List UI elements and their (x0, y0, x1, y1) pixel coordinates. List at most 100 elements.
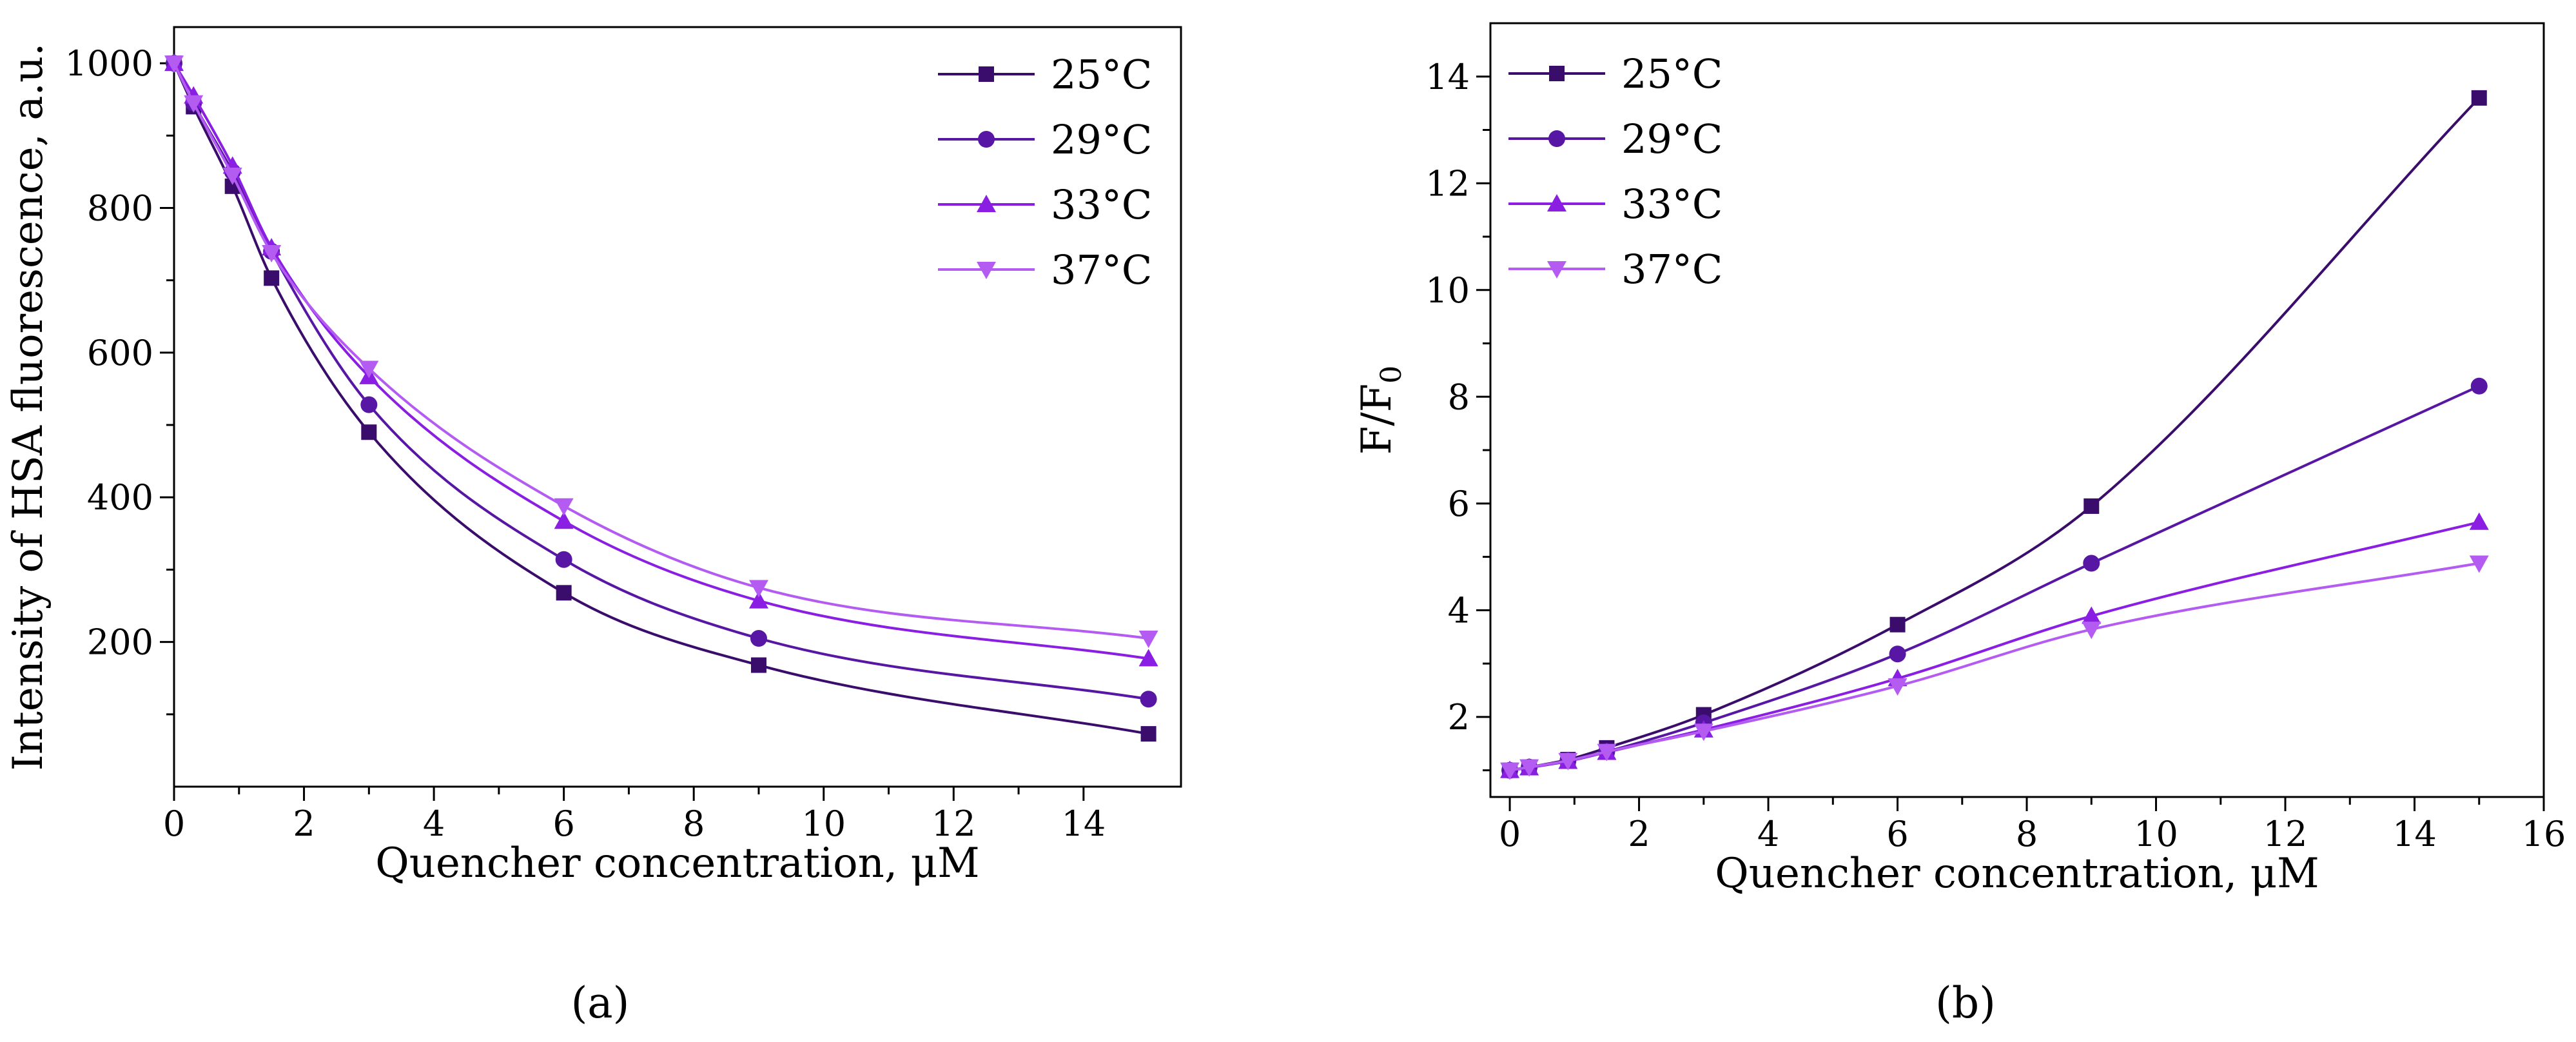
y-tick-label: 1000 (65, 43, 153, 84)
data-point (2470, 377, 2488, 395)
x-tick-label: 4 (1757, 814, 1779, 854)
legend-entry: 37°C (1508, 246, 1722, 293)
x-tick-label: 12 (932, 803, 976, 844)
x-tick-label: 2 (293, 803, 315, 844)
y-tick-label: 600 (87, 333, 153, 373)
x-tick-label: 8 (2016, 814, 2038, 854)
data-point (1138, 649, 1158, 667)
x-tick-label: 0 (1499, 814, 1521, 854)
series-0 (166, 55, 1156, 742)
x-tick-label: 14 (2392, 814, 2437, 854)
y-tick-label: 14 (1425, 57, 1470, 97)
series-1 (1501, 377, 2488, 779)
legend-marker (977, 195, 996, 212)
data-point (1889, 616, 1906, 633)
panel-label: (a) (571, 978, 630, 1028)
data-point (554, 511, 574, 529)
legend-label: 25°C (1621, 50, 1722, 97)
legend-label: 37°C (1621, 246, 1722, 293)
legend-label: 37°C (1051, 246, 1152, 293)
y-tick-label: 400 (87, 477, 153, 518)
data-point (1519, 759, 1539, 777)
legend-marker (1549, 66, 1565, 81)
legend-entry: 29°C (938, 116, 1152, 163)
data-point (2469, 512, 2489, 530)
data-point (554, 498, 574, 516)
y-axis-title: Intensity of HSA fluorescence, a.u. (5, 43, 52, 771)
series-3 (1500, 555, 2489, 780)
x-tick-label: 14 (1061, 803, 1106, 844)
legend-entry: 25°C (1508, 50, 1722, 97)
y-tick-label: 12 (1425, 163, 1470, 204)
panel-label: (b) (1935, 978, 1996, 1028)
x-tick-label: 8 (683, 803, 705, 844)
y-tick-label: 4 (1448, 590, 1470, 631)
legend-marker (977, 262, 996, 279)
series-line (173, 63, 1149, 660)
data-point (184, 95, 204, 113)
y-tick-label: 6 (1448, 484, 1470, 524)
data-point (748, 591, 768, 609)
legend-marker (1547, 194, 1566, 211)
data-point (262, 245, 282, 263)
legend-label: 33°C (1621, 181, 1722, 228)
data-point (222, 167, 242, 185)
series-line (173, 63, 1149, 701)
data-point (2471, 90, 2487, 106)
data-point (750, 630, 767, 647)
data-point (2083, 498, 2100, 514)
data-point (748, 580, 768, 598)
data-point (2082, 622, 2102, 640)
data-point (1888, 678, 1908, 696)
data-point (1140, 691, 1157, 708)
legend-label: 33°C (1051, 181, 1152, 228)
y-tick-label: 8 (1448, 377, 1470, 417)
data-point (2469, 555, 2489, 573)
y-axis-title-subscript: 0 (1375, 366, 1408, 384)
x-tick-label: 6 (552, 803, 574, 844)
series-2 (1500, 512, 2489, 778)
y-axis-title: F/F0 (1353, 366, 1408, 455)
legend-marker (979, 66, 994, 82)
data-point (164, 55, 184, 74)
legend-label: 29°C (1621, 115, 1722, 162)
data-point (556, 585, 572, 601)
data-point (2083, 555, 2100, 572)
data-point (264, 270, 280, 286)
data-point (1140, 726, 1156, 742)
chart-panel-b: 0 2 4 6 8 10 12 14 16 2 4 6 8 10 12 14 Quencher concentr… (1353, 22, 2566, 1028)
x-tick-label: 2 (1628, 814, 1650, 854)
series-line (173, 63, 1149, 640)
legend-entry: 33°C (1508, 181, 1722, 228)
data-point (2082, 606, 2102, 624)
legend-marker (978, 131, 995, 148)
x-tick-label: 10 (2134, 814, 2178, 854)
x-tick-label: 4 (423, 803, 445, 844)
legend-marker (1548, 130, 1565, 147)
x-tick-label: 6 (1886, 814, 1908, 854)
legend-marker (1547, 261, 1566, 279)
legend-entry: 33°C (938, 181, 1152, 228)
series-2 (164, 54, 1158, 667)
data-point (1889, 645, 1906, 663)
y-tick-label: 10 (1425, 270, 1470, 311)
x-tick-label: 0 (163, 803, 185, 844)
legend-entry: 29°C (1508, 115, 1722, 162)
y-tick-label: 800 (87, 188, 153, 228)
data-point (1597, 743, 1617, 762)
data-point (555, 551, 572, 568)
x-tick-label: 10 (801, 803, 846, 844)
data-point (360, 396, 378, 413)
x-axis-title: Quencher concentration, μM (1715, 850, 2319, 898)
data-point (361, 424, 377, 440)
chart-panel-a: 0 2 4 6 8 10 12 14 200 400 600 800 1000 Quencher conc… (5, 26, 1182, 1028)
data-point (1138, 631, 1158, 649)
series-line (173, 63, 1149, 736)
y-tick-label: 200 (87, 622, 153, 663)
x-axis-title: Quencher concentration, μM (375, 840, 979, 887)
x-tick-label: 16 (2522, 814, 2566, 854)
data-point (1500, 762, 1520, 780)
legend-label: 29°C (1051, 116, 1152, 163)
x-tick-label: 12 (2263, 814, 2308, 854)
